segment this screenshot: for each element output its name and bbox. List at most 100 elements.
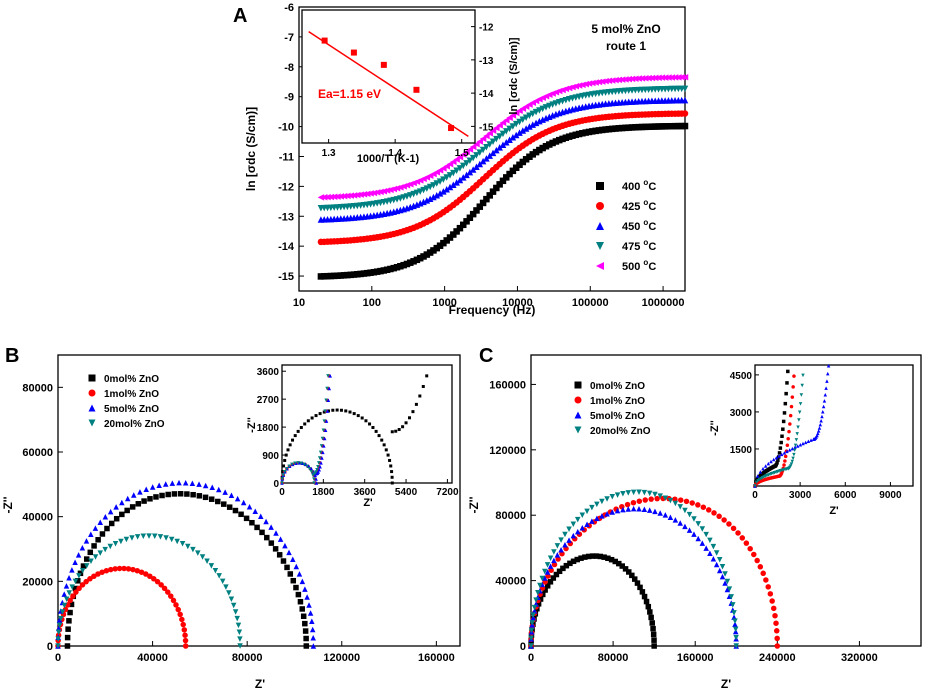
- panel-c-inset-xtick-label: 6000: [834, 490, 857, 501]
- panel-c-point: [732, 618, 738, 624]
- panel-c-point: [672, 496, 678, 502]
- panel-c-point: [558, 546, 564, 553]
- panel-a-point: [516, 161, 523, 169]
- panel-c-xtick-label: 160000: [677, 652, 714, 664]
- panel-b-point: [107, 508, 114, 515]
- panel-c-point: [554, 543, 561, 549]
- panel-a-xtick-label: 1000: [432, 297, 456, 309]
- panel-c-point: [589, 518, 595, 524]
- panel-a-point: [400, 261, 407, 269]
- panel-c-point: [707, 550, 713, 557]
- panel-b-point: [268, 540, 275, 546]
- panel-b-point: [83, 563, 90, 569]
- panel-c-point: [650, 631, 657, 638]
- panel-b-point: [237, 636, 243, 642]
- panel-b-ylabel: -Z'': [1, 496, 15, 513]
- panel-a-point: [486, 130, 493, 137]
- panel-a-point: [516, 129, 523, 136]
- panel-a-point: [459, 162, 467, 170]
- panel-c-inset-point: [766, 461, 771, 466]
- panel-b-inset-ytick-label: 0: [273, 479, 279, 490]
- panel-a-point: [628, 75, 636, 83]
- panel-b-point: [212, 567, 219, 574]
- panel-a-legend-marker: [596, 262, 604, 270]
- panel-c-ytick-label: 80000: [495, 510, 526, 522]
- panel-c-point: [770, 605, 777, 612]
- panel-b-point: [310, 643, 317, 649]
- panel-b-inset-point: [324, 419, 329, 423]
- panel-b-point: [147, 573, 153, 580]
- panel-b-point: [137, 489, 143, 495]
- panel-c-point: [533, 597, 539, 603]
- panel-a-ytick-label: -11: [279, 151, 294, 163]
- panel-c-point: [722, 580, 728, 586]
- panel-c-inset-point: [786, 369, 790, 374]
- panel-b-point: [108, 566, 114, 573]
- panel-b-inset-point: [320, 456, 324, 460]
- panel-c-xtick-label: 240000: [759, 652, 796, 664]
- panel-c-point: [707, 537, 713, 544]
- panel-a-point: [344, 271, 351, 279]
- panel-a-point: [522, 125, 530, 132]
- panel-c-point: [579, 512, 586, 519]
- panel-a-point: [512, 131, 520, 139]
- panel-b-point: [157, 534, 164, 540]
- panel-c-point: [544, 583, 551, 589]
- panel-b-point: [175, 606, 181, 613]
- panel-b-inset-point: [287, 464, 291, 468]
- panel-a-point: [658, 74, 666, 81]
- panel-b-inset-point: [371, 426, 375, 430]
- panel-c-inset-point: [790, 459, 794, 464]
- panel-a-inset-ea-label: Ea=1.15 eV: [318, 87, 381, 101]
- panel-a-point: [403, 260, 411, 268]
- panel-b-point: [263, 518, 269, 525]
- panel-c-point: [624, 501, 631, 508]
- panel-c-inset-point: [777, 451, 782, 455]
- panel-b-point: [66, 590, 73, 596]
- panel-a-series-425: [317, 110, 689, 246]
- panel-b-point: [151, 576, 157, 582]
- panel-b-point: [103, 567, 110, 574]
- panel-a-point: [648, 74, 656, 82]
- panel-a-annotation-1: 5 mol% ZnO: [591, 22, 660, 36]
- panel-b-inset-xtick-label: 1800: [312, 487, 335, 498]
- panel-c-point: [594, 515, 600, 522]
- panel-c-point: [683, 498, 690, 505]
- panel-b-point: [83, 578, 89, 585]
- panel-c-point: [657, 493, 663, 499]
- panel-b-point: [55, 636, 61, 642]
- panel-a-legend-label: 400 oC: [622, 178, 656, 193]
- panel-b-inset-ytick-label: 2700: [257, 395, 280, 406]
- panel-c-inset-point: [780, 434, 784, 438]
- panel-a-point: [476, 160, 484, 168]
- panel-c-inset-point: [793, 443, 798, 448]
- panel-b-inset-point: [281, 470, 285, 474]
- panel-a-point: [337, 272, 345, 279]
- panel-b-inset-point: [382, 443, 386, 447]
- panel-c-point: [651, 643, 657, 649]
- panel-b-point: [135, 501, 142, 507]
- panel-b-point: [234, 615, 240, 622]
- panel-c-inset-point: [819, 418, 823, 423]
- panel-c-inset-point: [816, 429, 821, 433]
- panel-c-point: [647, 609, 653, 615]
- panel-b-point: [232, 609, 239, 615]
- panel-a-legend-label: 450 oC: [622, 218, 656, 233]
- panel-b-point: [228, 492, 235, 498]
- panel-c-point: [599, 513, 605, 519]
- panel-b-inset-point: [321, 450, 325, 455]
- panel-a-point: [357, 270, 364, 278]
- panel-a-point: [678, 122, 685, 130]
- panel-a-series-400: [317, 122, 689, 280]
- panel-a-ytick-label: -6: [284, 2, 294, 14]
- panel-b-point: [63, 583, 70, 589]
- panel-a-point: [373, 189, 381, 196]
- panel-a-point: [387, 265, 394, 273]
- panel-a-point: [665, 74, 672, 81]
- panel-b-point: [226, 504, 233, 510]
- panel-c-inset-point: [816, 431, 820, 436]
- panel-a-point: [512, 164, 520, 171]
- panel-b-inset-point: [314, 414, 318, 418]
- panel-a-series-500: [317, 73, 689, 201]
